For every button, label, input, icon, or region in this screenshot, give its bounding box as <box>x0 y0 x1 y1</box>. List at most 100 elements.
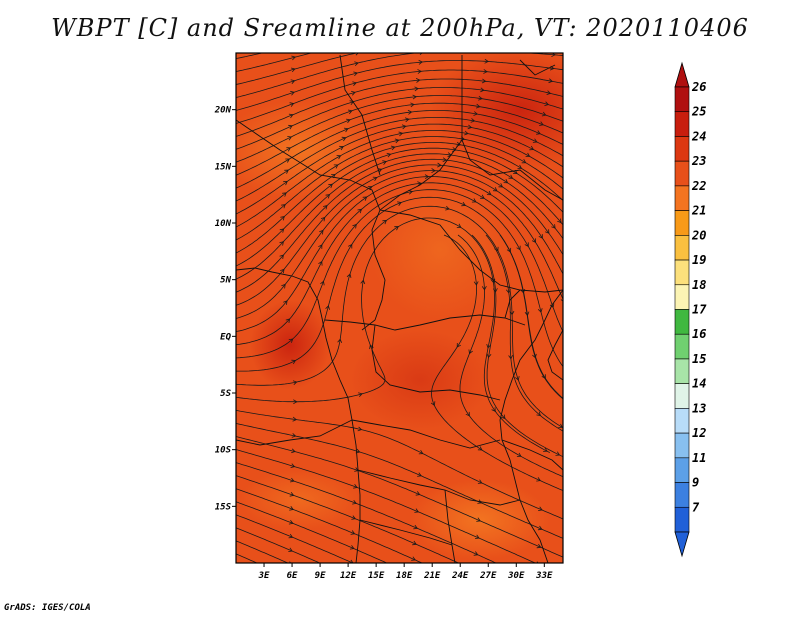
border-line <box>236 119 386 331</box>
lat-tick-label: 10S <box>215 446 232 456</box>
streamline-arrow <box>538 506 543 511</box>
streamline-arrow <box>536 543 542 549</box>
streamline-arrow <box>508 174 514 179</box>
streamline-arrow <box>536 130 541 135</box>
border-line <box>519 59 556 76</box>
streamline-arrow <box>279 228 285 233</box>
streamline-arrow <box>394 138 400 144</box>
colorbar: 26 25 24 23 22 21 20 19 18 17 16 15 14 13 12 11 9 7 <box>674 61 707 558</box>
streamline-arrow <box>539 121 544 126</box>
streamline <box>236 449 537 563</box>
streamline-arrow <box>320 280 325 286</box>
wbpt-hot-patch-center <box>350 330 490 430</box>
streamline-arrow <box>513 169 518 175</box>
streamline-arrow <box>516 245 521 251</box>
streamline-arrow <box>456 223 462 228</box>
streamline-arrow <box>318 260 323 266</box>
streamline-arrow <box>349 545 355 550</box>
streamline-arrow <box>341 136 347 142</box>
streamline-arrow <box>498 183 504 188</box>
streamline-arrow <box>291 448 296 454</box>
streamline-arrow <box>413 524 419 530</box>
streamline-arrow <box>481 286 487 291</box>
streamline-arrow <box>412 540 417 546</box>
streamline-arrow <box>346 118 351 124</box>
streamline-arrow <box>468 349 473 355</box>
lat-tick-label: 15N <box>215 162 232 172</box>
streamline-arrow <box>500 414 506 420</box>
streamline-arrow <box>355 53 359 56</box>
streamline-arrow <box>563 213 567 217</box>
streamline-arrow <box>325 305 330 310</box>
streamline-arrow <box>536 411 541 417</box>
streamline <box>236 69 563 124</box>
streamline-arrow <box>417 69 422 74</box>
streamline-arrow <box>532 353 537 359</box>
streamline-arrow <box>431 168 436 174</box>
streamline-arrow <box>290 90 295 96</box>
colorbar-swatch <box>674 284 690 310</box>
streamline-arrow <box>411 556 416 561</box>
streamline-arrow <box>541 374 546 379</box>
streamline-arrow <box>532 138 538 143</box>
streamline-arrow <box>481 78 487 84</box>
streamline-arrow <box>424 174 430 180</box>
streamline <box>236 436 563 558</box>
colorbar-label: 17 <box>692 303 707 317</box>
streamline <box>236 158 563 293</box>
longitude-axis: 3E 6E 9E 12E 15E 18E 21E 24E 27E 30E 33E <box>258 563 553 581</box>
border-line <box>339 54 381 176</box>
streamline-arrow <box>289 506 294 511</box>
streamline-arrow <box>288 519 294 525</box>
streamline-arrow <box>564 368 568 372</box>
colorbar-label: 12 <box>692 426 706 440</box>
streamline-arrow <box>285 158 290 163</box>
streamline-arrow <box>492 288 498 293</box>
streamline-arrow <box>319 229 324 235</box>
streamline <box>236 53 264 59</box>
border-line <box>324 314 526 331</box>
lat-tick-label: EQ <box>220 332 231 342</box>
colorbar-swatch <box>674 185 690 211</box>
lat-tick-label: 5N <box>220 276 231 286</box>
streamline-arrow <box>351 515 357 520</box>
border-line <box>379 209 563 293</box>
colorbar-label: 23 <box>691 154 706 168</box>
streamline-arrow <box>525 152 531 157</box>
streamline-arrow <box>288 338 294 343</box>
lat-tick-label: 15S <box>215 502 232 512</box>
coastline-east <box>499 289 563 563</box>
colorbar-swatch <box>674 160 690 187</box>
streamline-arrow <box>358 392 363 397</box>
streamline-arrow <box>397 201 402 206</box>
streamline-arrow <box>445 205 450 211</box>
streamline-arrow <box>336 155 342 160</box>
country-borders <box>236 54 563 563</box>
colorbar-label: 9 <box>692 476 699 490</box>
streamline-arrow <box>477 499 482 504</box>
streamline <box>236 53 313 72</box>
lon-tick-label: 9E <box>315 571 326 581</box>
streamline <box>236 110 563 189</box>
streamline-arrow <box>283 180 288 186</box>
colorbar-label: 11 <box>692 451 706 465</box>
streamline-arrow <box>465 411 470 417</box>
streamline-arrow <box>492 187 498 192</box>
grads-credit: GrADS: IGES/COLA <box>4 603 91 613</box>
streamline-arrow <box>524 242 529 248</box>
streamline <box>236 142 563 254</box>
border-line <box>444 489 456 563</box>
streamline-arrow <box>390 145 396 151</box>
streamline-arrow <box>480 87 485 93</box>
streamline-arrow <box>292 380 298 385</box>
streamline-arrow <box>352 81 357 86</box>
streamline-arrow <box>382 160 387 165</box>
wbpt-warm-patch-nw <box>236 100 380 200</box>
streamline-arrow <box>415 78 421 83</box>
streamline-arrow <box>348 243 353 249</box>
streamline-arrow <box>346 273 352 279</box>
wbpt-warm-patch-center <box>370 180 510 320</box>
streamline <box>236 164 563 306</box>
streamline-arrow <box>289 492 295 497</box>
streamline-arrow <box>333 164 339 169</box>
